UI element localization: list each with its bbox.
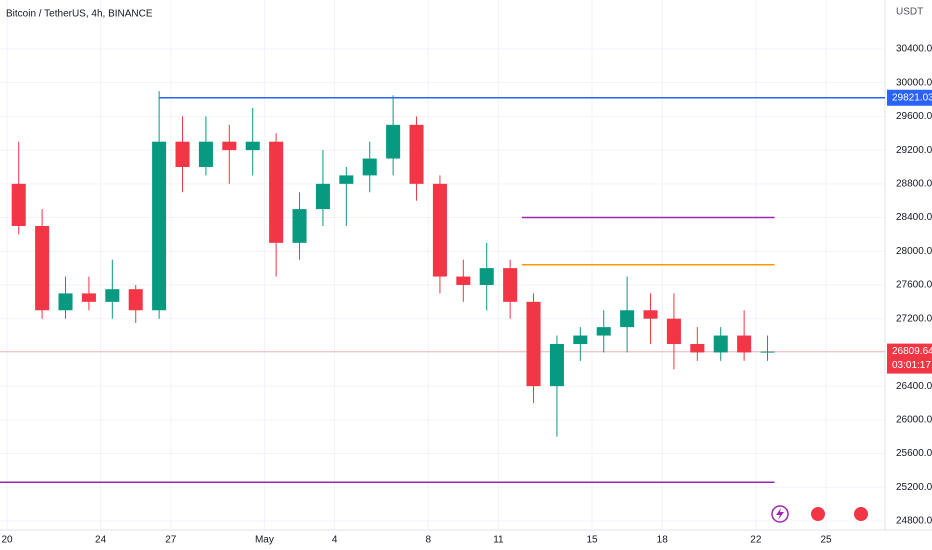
y-tick-label: 28800.00: [896, 178, 932, 189]
last-price-label: 26809.64: [892, 346, 932, 357]
countdown-label: 03:01:17: [892, 360, 931, 371]
candle-body: [198, 141, 213, 167]
y-tick-label: 27600.00: [896, 280, 932, 291]
x-tick-label: 27: [165, 535, 177, 546]
candle-body: [386, 124, 401, 159]
event-icons: [771, 505, 870, 523]
candle-body: [152, 141, 167, 311]
y-tick-label: 28400.00: [896, 212, 932, 223]
y-tick-label: 26000.00: [896, 414, 932, 425]
level-price-box: [887, 89, 932, 106]
candle-body: [737, 335, 752, 353]
chart-title: Bitcoin / TetherUS, 4h, BINANCE: [6, 9, 153, 20]
candle-body: [11, 183, 26, 226]
candle-body: [620, 310, 635, 328]
currency-label: USDT: [896, 7, 923, 18]
candle-body: [339, 175, 354, 184]
candle-body: [175, 141, 190, 167]
y-tick-label: 26400.00: [896, 381, 932, 392]
candle-body: [128, 289, 143, 311]
event-icon-glyph: [776, 508, 784, 520]
y-tick-label: 25200.00: [896, 482, 932, 493]
x-tick-label: 22: [750, 535, 762, 546]
candle-body: [315, 183, 330, 210]
candle-body: [409, 124, 424, 184]
last-price-box: [887, 343, 932, 374]
candle-body: [81, 293, 96, 302]
candle-body: [456, 276, 471, 285]
x-tick-label: 25: [820, 535, 832, 546]
candle-body: [596, 327, 611, 336]
candle-body: [643, 310, 658, 319]
y-tick-label: 29600.00: [896, 111, 932, 122]
candle-body: [222, 141, 237, 151]
x-tick-label: 11: [493, 535, 504, 546]
x-tick-label: 24: [95, 535, 107, 546]
candle-body: [573, 335, 588, 344]
x-tick-label: 15: [586, 535, 598, 546]
candle-body: [526, 301, 541, 387]
candle-body: [269, 141, 284, 243]
x-tick-label: May: [255, 535, 274, 546]
y-tick-label: 27200.00: [896, 313, 932, 324]
x-tick-label: 4: [332, 535, 338, 546]
y-tick-label: 30000.00: [896, 77, 932, 88]
candle-body: [432, 183, 447, 277]
x-tick-label: 18: [657, 535, 669, 546]
candle-body: [58, 293, 73, 311]
event-icon[interactable]: [852, 505, 870, 523]
level-price-label: 29821.03: [892, 92, 932, 103]
candle-body: [362, 158, 377, 176]
candle-body: [479, 268, 494, 285]
candle-body: [666, 318, 681, 344]
x-tick-label: 20: [1, 535, 13, 546]
candle-body: [245, 141, 260, 151]
y-tick-label: 24800.00: [896, 516, 932, 527]
candle-body: [503, 268, 518, 302]
candle-body: [760, 351, 775, 353]
y-tick-label: 30400.00: [896, 44, 932, 55]
candle-body: [713, 335, 728, 353]
x-tick-label: 8: [425, 535, 431, 546]
candle-body: [549, 343, 564, 387]
y-tick-label: 29200.00: [896, 145, 932, 156]
event-icon[interactable]: [809, 505, 827, 523]
candle-body: [690, 343, 705, 353]
candle-body: [105, 289, 120, 302]
candle-body: [35, 225, 50, 311]
candle-body: [292, 209, 307, 243]
y-tick-label: 28000.00: [896, 246, 932, 257]
y-tick-label: 25600.00: [896, 448, 932, 459]
